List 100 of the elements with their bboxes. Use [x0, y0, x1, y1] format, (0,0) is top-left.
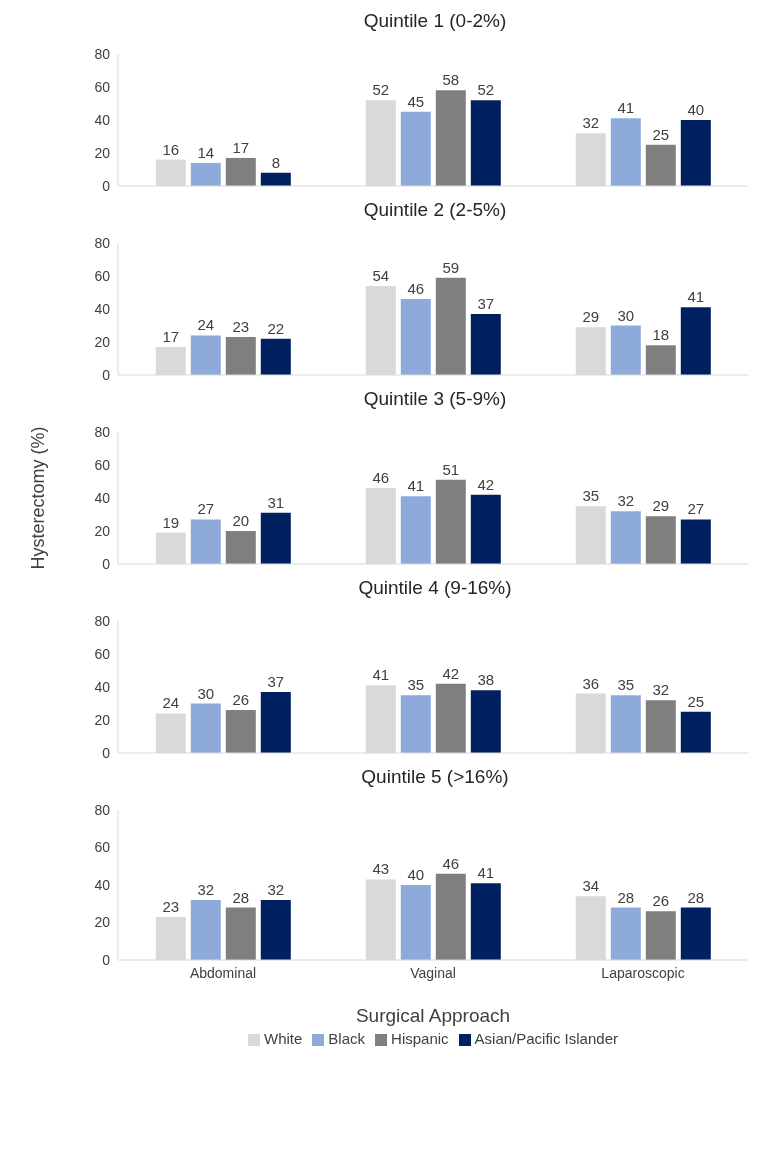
- bar: [260, 512, 291, 564]
- data-label: 42: [477, 475, 495, 493]
- bar: [260, 900, 291, 960]
- data-label: 29: [582, 308, 600, 326]
- bar: [260, 172, 291, 186]
- y-tick-label: 40: [94, 876, 111, 893]
- data-label: 32: [267, 881, 285, 898]
- bar: [400, 299, 431, 375]
- bar: [225, 157, 256, 186]
- data-label: 41: [407, 477, 425, 495]
- bar: [680, 711, 711, 753]
- data-label: 8: [271, 153, 280, 171]
- data-label: 52: [372, 81, 390, 99]
- bar: [435, 90, 466, 186]
- data-label: 28: [617, 888, 635, 906]
- y-tick-label: 60: [94, 839, 111, 856]
- y-tick-label: 0: [102, 366, 111, 383]
- bar: [645, 144, 676, 186]
- y-tick-label: 60: [94, 267, 111, 284]
- data-label: 46: [407, 280, 425, 298]
- data-label: 32: [652, 681, 670, 699]
- bar: [645, 911, 676, 960]
- x-axis-title: Surgical Approach: [355, 1005, 511, 1026]
- data-label: 58: [442, 71, 460, 89]
- y-tick-label: 80: [94, 612, 111, 629]
- chart-title: Quintile 2 (2-5%): [362, 199, 508, 221]
- data-label: 25: [687, 692, 705, 710]
- y-tick-label: 40: [94, 678, 111, 695]
- y-tick-label: 20: [94, 711, 111, 728]
- y-tick-label: 20: [94, 522, 111, 539]
- bar: [645, 345, 676, 375]
- bar: [190, 703, 221, 753]
- data-label: 35: [582, 487, 600, 505]
- data-label: 59: [442, 258, 460, 276]
- y-tick-label: 0: [102, 951, 111, 968]
- data-label: 35: [407, 676, 425, 694]
- bar: [400, 885, 431, 960]
- data-label: 23: [162, 897, 180, 915]
- legend-label: Black: [328, 1030, 366, 1047]
- legend-label: Asian/Pacific Islander: [474, 1030, 618, 1047]
- data-label: 23: [232, 318, 250, 336]
- y-axis-title: Hysterectomy (%): [28, 426, 49, 570]
- y-tick-label: 60: [94, 456, 111, 473]
- bar: [190, 900, 221, 960]
- bar: [190, 335, 221, 375]
- data-label: 36: [582, 674, 600, 692]
- bar: [225, 337, 256, 375]
- data-label: 31: [267, 493, 285, 511]
- chart-title: Quintile 5 (>16%): [360, 766, 510, 788]
- bar: [680, 519, 711, 564]
- data-label: 51: [442, 460, 460, 478]
- data-label: 22: [267, 319, 285, 337]
- data-label: 45: [407, 92, 425, 110]
- y-tick-label: 0: [102, 555, 111, 572]
- bar: [645, 516, 676, 564]
- chart-title: Quintile 1 (0-2%): [362, 10, 508, 32]
- data-label: 17: [162, 327, 180, 345]
- bar: [680, 907, 711, 960]
- data-label: 26: [232, 691, 250, 709]
- data-label: 30: [617, 306, 635, 324]
- data-label: 29: [652, 497, 670, 515]
- data-label: 40: [407, 866, 425, 883]
- bar: [470, 883, 501, 960]
- bar: [225, 531, 256, 564]
- y-tick-label: 40: [94, 489, 111, 506]
- x-tick-label: Vaginal: [410, 964, 456, 981]
- data-label: 25: [652, 125, 670, 143]
- data-label: 40: [687, 101, 705, 118]
- data-label: 41: [372, 666, 390, 684]
- bar: [190, 162, 221, 186]
- x-tick-label: Abdominal: [189, 964, 257, 981]
- data-label: 14: [197, 143, 215, 161]
- y-tick-label: 80: [94, 45, 111, 62]
- y-tick-label: 0: [102, 177, 111, 194]
- data-label: 43: [372, 860, 390, 878]
- data-label: 19: [162, 513, 180, 531]
- bar: [610, 695, 641, 753]
- data-label: 28: [232, 888, 250, 906]
- data-label: 20: [232, 512, 250, 529]
- data-label: 42: [442, 664, 460, 682]
- data-label: 17: [232, 138, 250, 156]
- bar: [435, 683, 466, 753]
- y-tick-label: 60: [94, 78, 111, 95]
- bar: [260, 338, 291, 375]
- chart-title: Quintile 4 (9-16%): [357, 577, 513, 599]
- data-label: 37: [477, 294, 495, 312]
- chart-title: Quintile 3 (5-9%): [362, 388, 508, 410]
- bar: [470, 313, 501, 375]
- bar: [435, 277, 466, 375]
- bar: [470, 690, 501, 753]
- bar: [260, 691, 291, 753]
- data-label: 34: [582, 877, 600, 895]
- bar: [400, 496, 431, 564]
- y-tick-label: 0: [102, 744, 111, 761]
- data-label: 46: [372, 469, 390, 487]
- bar: [400, 695, 431, 753]
- data-label: 37: [267, 672, 285, 690]
- data-label: 32: [582, 114, 600, 132]
- data-label: 32: [197, 881, 215, 898]
- y-tick-label: 80: [94, 801, 111, 818]
